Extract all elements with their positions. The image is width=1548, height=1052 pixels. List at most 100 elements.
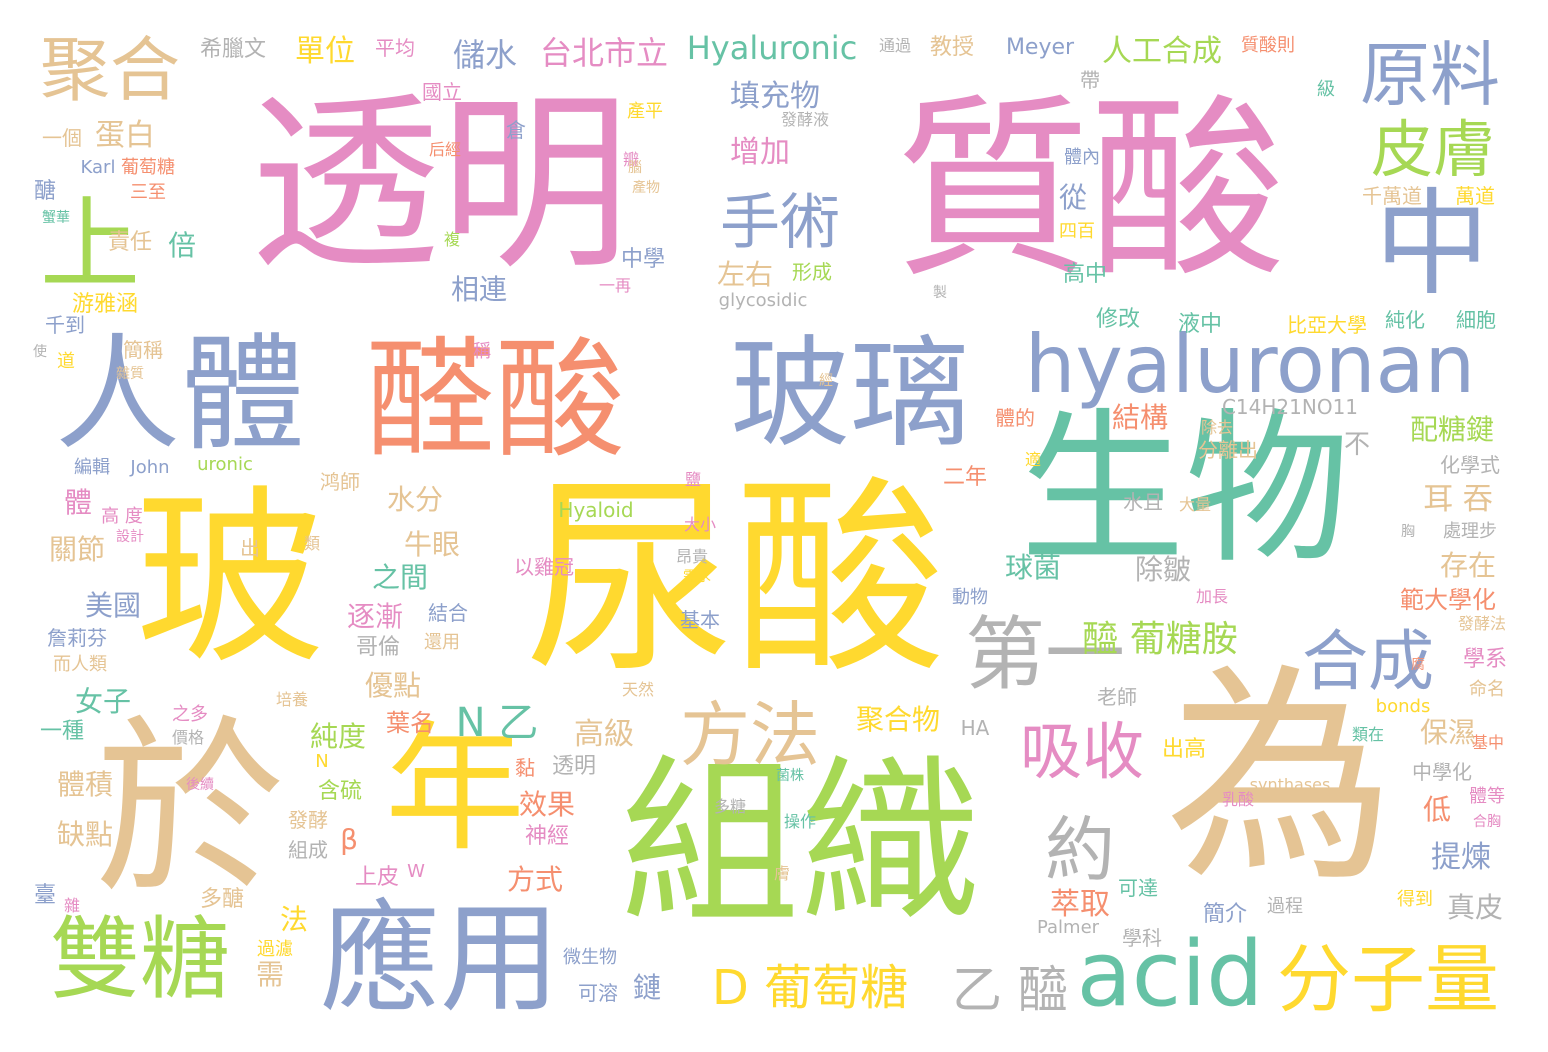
word-bonds: bonds: [1375, 696, 1431, 717]
word-xiaoguo: 效果: [518, 788, 576, 821]
word-jiachang: 加長: [1195, 587, 1229, 606]
word-hanliu: 含硫: [317, 779, 363, 804]
word-karl: Karl: [80, 157, 116, 178]
word-jiancheng: 簡稱: [123, 338, 163, 362]
word-palmer: Palmer: [1036, 917, 1100, 938]
word-leizai: 類在: [1351, 725, 1385, 744]
word-fenziliang: 分子量: [1277, 937, 1499, 1023]
word-wei: 為: [1164, 646, 1396, 913]
word-xishou: 吸收: [1019, 715, 1145, 788]
word-jiegou: 結構: [1111, 401, 1169, 434]
word-yingyong: 應用: [320, 890, 560, 1029]
word-fu3: 腐: [1411, 657, 1425, 673]
word-rengonghecheng: 人工合成: [1102, 34, 1222, 69]
word-shuangtang: 雙糖: [50, 907, 230, 1012]
word-xiugai: 修改: [1095, 307, 1141, 332]
word-yezhong: 液中: [1177, 312, 1223, 337]
word-fangshi: 方式: [506, 863, 564, 896]
word-rusuan: 乳酸: [1221, 790, 1255, 809]
word-yixi: 乙 醯: [952, 961, 1068, 1019]
word-yeming: 葉名: [386, 709, 434, 737]
word-fajiao: 發酵: [288, 808, 328, 832]
word-duotang-small: 多糖: [713, 797, 747, 816]
word-formula: C14H21NO11: [1221, 395, 1359, 419]
word-errenlei: 而人類: [53, 654, 107, 675]
word-chugao: 出高: [1161, 737, 1207, 762]
word-jizhong: 基中: [1471, 733, 1505, 752]
word-cong: 從: [1058, 181, 1088, 214]
word-shengwu: 生物: [1020, 393, 1350, 586]
word-nvzi: 女子: [74, 685, 132, 718]
word-duotang: 多醣: [199, 887, 245, 912]
word-anggui: 昂貴: [675, 547, 709, 566]
word-youdian: 優點: [364, 669, 422, 702]
word-gelun: 哥倫: [355, 635, 401, 660]
word-dai: 帶: [1080, 68, 1100, 92]
word-gaozhong: 高中: [1062, 262, 1108, 287]
word-cheng: 稱: [473, 341, 491, 362]
word-qiandao: 千到: [45, 313, 85, 337]
word-mingming: 命名: [1469, 679, 1505, 700]
word-zhongxue: 中學: [620, 247, 666, 272]
word-glycosidic: glycosidic: [718, 290, 808, 311]
word-ji: 級: [1317, 79, 1335, 100]
word-xiputangan: 醯 葡糖胺: [1082, 619, 1238, 660]
word-xingcheng: 形成: [792, 260, 832, 284]
word-diyi: 第一: [965, 608, 1125, 701]
word-hyaloid: Hyaloid: [558, 498, 634, 522]
word-beta: β: [340, 823, 358, 856]
word-tide: 體的: [995, 406, 1035, 430]
word-zhijian: 之間: [371, 561, 429, 594]
word-shi: 適: [1024, 450, 1042, 469]
word-fajiaofa: 發酵法: [1457, 614, 1507, 633]
word-caozuo: 操作: [783, 812, 817, 831]
word-jing: 經: [819, 373, 833, 389]
word-quansuan: 醛酸: [364, 324, 626, 476]
word-shi2: 使: [33, 344, 47, 360]
word-bianji: 編輯: [74, 457, 110, 478]
word-zuzhi: 組織: [619, 740, 981, 949]
word-jiben: 基本: [680, 608, 720, 632]
word-youyahan: 游雅涵: [71, 292, 139, 317]
word-renti: 人體: [55, 322, 305, 468]
word-zhenpi: 真皮: [1446, 891, 1504, 924]
word-tiji: 體積: [56, 768, 114, 801]
word-chuzhou: 除皺: [1134, 553, 1192, 586]
word-jiehe: 結合: [428, 601, 468, 625]
word-fu: 複: [443, 230, 461, 249]
word-sheji: 設計: [116, 529, 144, 545]
word-shenjing: 神經: [524, 824, 570, 849]
word-zhiduo: 之多: [172, 704, 208, 725]
word-danbai: 蛋白: [95, 118, 155, 153]
word-chulibu: 處理步: [1443, 521, 1497, 542]
word-quedian: 缺點: [56, 818, 114, 851]
word-zhisuan: 質酸: [895, 76, 1285, 304]
word-nyi: N 乙: [455, 700, 539, 746]
word-za: 雜: [63, 896, 81, 915]
word-guocheng: 過程: [1267, 896, 1303, 917]
word-biyadaxue: 比亞大學: [1287, 313, 1367, 337]
word-xueke: 學科: [1122, 926, 1162, 950]
word-junzhu: 菌株: [776, 768, 804, 784]
word-shang: 上: [40, 186, 140, 303]
word-tideng: 體等: [1469, 786, 1505, 807]
word-hexiong: 合胸: [1473, 814, 1501, 830]
word-bo: 玻: [134, 469, 326, 690]
word-huaxueshi: 化學式: [1440, 453, 1500, 477]
word-niuyan: 牛眼: [403, 528, 461, 561]
word-jiage: 價格: [171, 728, 205, 747]
word-zeren: 責任: [107, 230, 153, 255]
word-pifu: 皮膚: [1370, 113, 1496, 186]
word-yizai: 一再: [598, 276, 632, 295]
word-zhongxuehua: 中學化: [1412, 760, 1472, 784]
word-haiyong: 還用: [424, 632, 460, 653]
word-synthases: synthases: [1249, 775, 1331, 794]
word-tianran: 天然: [621, 680, 655, 699]
word-qiujun: 球菌: [1004, 551, 1062, 584]
word-kerong: 可溶: [578, 981, 618, 1005]
word-zhisuanze: 質酸則: [1241, 35, 1295, 56]
word-chu: 出: [240, 536, 260, 560]
word-meyer: Meyer: [1005, 35, 1075, 60]
word-chushui: 儲水: [452, 36, 518, 74]
word-shoushu: 手術: [720, 188, 840, 258]
